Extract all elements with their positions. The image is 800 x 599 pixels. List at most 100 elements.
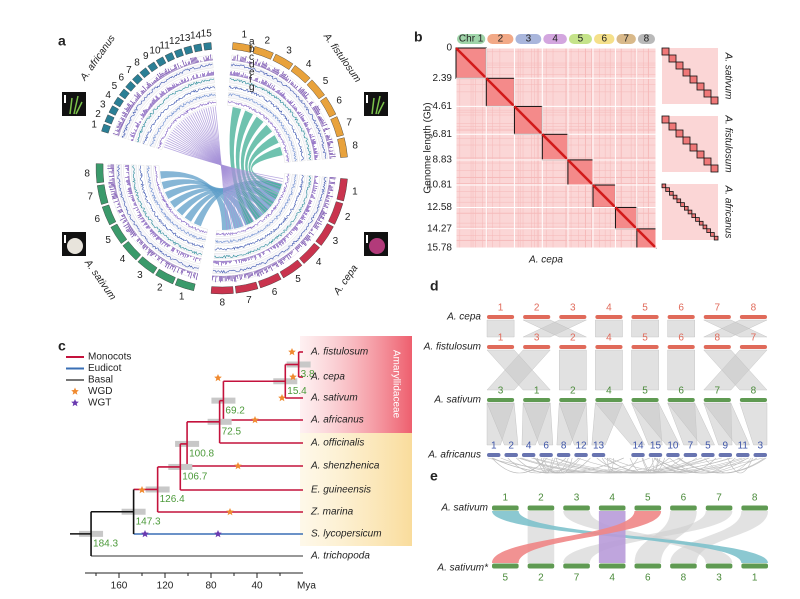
track-signal [154,165,208,233]
chromosome-label: 2 [508,441,514,452]
synteny-band [667,402,715,446]
track-bg [145,165,207,243]
track-bg [156,99,217,150]
axis-tick-label: 120 [157,581,174,592]
chromosome-band [132,73,143,85]
track-signal [229,71,319,160]
track-signal [124,165,202,262]
self-synteny-arc [534,457,591,474]
chromosome-label: 3 [100,99,106,110]
synteny-band [559,349,587,391]
chromosome-label: 5 [642,333,648,344]
chromosome-bar [631,345,659,349]
chromosome-bar [595,345,623,349]
chromosome-band [328,201,344,225]
chromosome-label: 15 [650,441,662,452]
side-block [703,157,712,166]
chr-pill [457,34,486,44]
scale-bar [366,95,368,103]
row-name: A. sativum [433,395,481,406]
track-bg [213,175,313,260]
chromosome-label: 15 [201,29,213,40]
chromosome-bar [487,345,515,349]
chromosome-label: 7 [715,303,721,314]
chromosome-bar [703,315,731,319]
side-block [675,129,684,138]
panel-label: e [430,468,438,484]
chr-pill [487,34,514,44]
synteny-ribbon [492,511,768,563]
chr-pill [637,34,655,44]
chromosome-bar [487,315,515,319]
chromosome-band [119,88,130,100]
chromosome-label: 1 [498,303,504,314]
synteny-band [486,319,515,338]
node-age: 3.8 [301,369,315,380]
chromosome-label: 8 [715,333,721,344]
chromosome-label: 8 [752,493,758,504]
scale-bar [64,235,66,243]
self-synteny-arc [678,457,767,474]
chr-pill [594,34,615,44]
chromosome-bar [753,453,767,457]
track-letter: a [249,37,255,48]
chromosome-bar [739,315,767,319]
chromosome-label: 6 [678,333,684,344]
species-name: Z. marina [310,507,354,518]
node-age: 100.8 [189,449,214,460]
track-signal [146,165,206,241]
track-signal [112,54,213,136]
side-block [669,191,674,196]
synteny-ribbon [184,185,278,222]
event-star [289,373,297,381]
track-bg [212,176,328,275]
track-bg [149,92,217,148]
track-signal [116,164,199,269]
track-signal [132,165,203,255]
chromosome-bar [634,505,662,511]
chromosome-label: 8 [751,386,757,397]
chromosome-label: 5 [705,441,711,452]
legend-label: WGD [88,386,112,397]
node-age: 15.4 [287,386,307,397]
chromosome-bar [527,505,555,511]
chromosome-label: 8 [561,441,567,452]
chromosome-bar [736,453,750,457]
chromosome-band [299,242,320,264]
self-synteny-arc [653,457,717,474]
chr-pill [568,34,593,44]
chromosome-band [125,81,136,92]
side-block [675,61,684,70]
scale-bar [64,95,66,103]
chromosome-label: 7 [87,192,93,203]
y-tick-label: 4.61 [433,101,453,112]
synteny-ribbon [563,511,733,563]
chromosome-label: 7 [246,295,252,306]
side-block [672,194,678,200]
side-block [710,96,719,105]
chromosome-bar [634,563,662,569]
synteny-band [486,402,519,446]
chromosome-label: 4 [120,254,126,265]
side-block [680,202,685,207]
chromosome-bar [595,315,623,319]
chromosome-bar [705,563,733,569]
chromosome-bar [523,345,551,349]
chromosome-label: 5 [105,235,111,246]
chromosome-bar [492,505,519,511]
self-synteny-arc [596,457,670,474]
chromosome-label: 13 [179,33,191,44]
synteny-ribbon [248,135,279,199]
y-tick-label: 2.39 [433,73,453,84]
chromosome-label: 1 [491,441,497,452]
chr-label: 7 [623,34,629,45]
side-block [668,54,677,63]
bulb [369,238,385,254]
event-star [214,530,222,538]
chromosome-label: 11 [159,40,170,51]
species-name: A. officinalis [310,438,364,449]
track-signal [139,165,204,248]
chromosome-label: 2 [538,493,544,504]
synteny-band [594,402,646,446]
side-map-label: A. fistulosum [722,114,733,172]
